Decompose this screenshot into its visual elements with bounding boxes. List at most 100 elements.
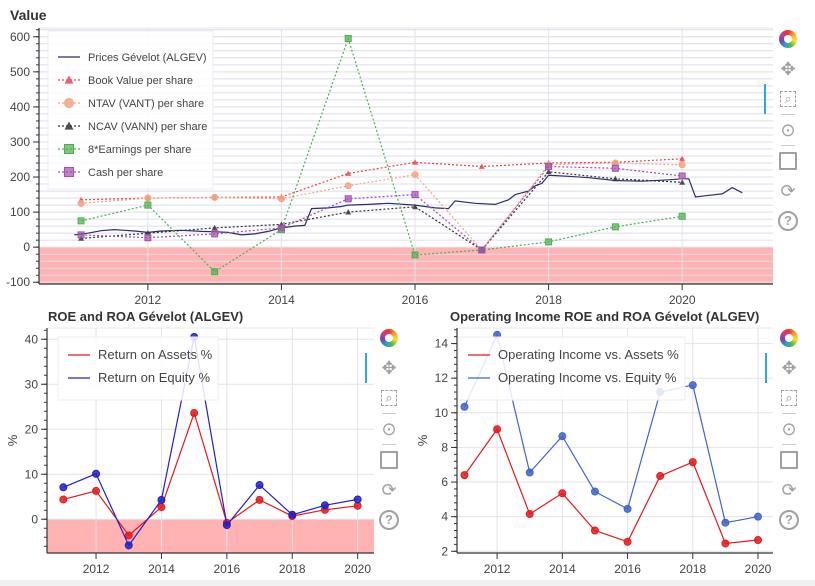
x-tick-label: 2020: [745, 562, 772, 576]
save-icon[interactable]: [777, 150, 799, 172]
data-point: [656, 471, 665, 480]
x-tick-label: 2016: [614, 562, 641, 576]
data-point: [157, 503, 166, 512]
data-point: [255, 495, 264, 504]
x-tick-label: 2018: [279, 562, 306, 576]
x-tick-label: 2014: [268, 293, 295, 307]
box-zoom-icon[interactable]: ⌕: [778, 387, 800, 409]
data-point: [412, 159, 419, 165]
toolbar-roe-roa-chart: ✥ ⌕ ⊙ ⟳?: [365, 327, 401, 539]
box-zoom-icon[interactable]: ⌕: [378, 387, 400, 409]
pan-icon[interactable]: ✥: [780, 59, 796, 79]
series-5: [77, 163, 686, 254]
chart-title: ROE and ROA Gévelot (ALGEV): [48, 309, 243, 324]
reset-icon[interactable]: ⟳: [780, 181, 796, 201]
legend-item-label: Operating Income vs. Assets %: [498, 347, 679, 362]
save-icon[interactable]: [378, 449, 400, 471]
y-tick-label: 400: [10, 100, 30, 114]
pan-icon[interactable]: ✥: [365, 353, 400, 383]
x-tick-label: 2014: [148, 562, 175, 576]
x-tick-label: 2018: [535, 293, 562, 307]
negative-region-band: [39, 247, 773, 284]
data-point: [345, 170, 352, 176]
data-point: [77, 199, 85, 207]
toolbar-separator: [382, 413, 396, 414]
y-tick-label: 10: [25, 467, 39, 481]
data-point: [92, 469, 101, 478]
y-tick-label: 100: [10, 205, 30, 219]
data-point: [288, 510, 297, 519]
legend: Operating Income vs. Assets % Operating I…: [457, 336, 686, 401]
data-point: [190, 409, 199, 418]
data-point: [753, 512, 762, 521]
toolbar-separator: [782, 413, 796, 414]
data-point: [222, 521, 231, 530]
data-point: [320, 501, 329, 510]
toolbar-value-chart: ✥ ⌕ ⊙ ⟳?: [764, 28, 800, 240]
y-tick-label: 40: [25, 332, 39, 346]
y-tick-label: 300: [10, 135, 30, 149]
legend-item-label: NCAV (VANN) per share: [88, 121, 207, 133]
data-point: [211, 230, 219, 238]
series-1: [59, 333, 362, 550]
bokeh-logo-icon: [378, 327, 400, 349]
help-icon[interactable]: ?: [778, 509, 800, 531]
data-point: [144, 194, 152, 202]
y-tick-label: 20: [25, 422, 39, 436]
save-icon[interactable]: [778, 449, 800, 471]
legend-item-label: Return on Equity %: [98, 370, 210, 385]
y-tick-label: 10: [435, 406, 449, 420]
reset-icon[interactable]: ⟳: [781, 480, 797, 500]
y-axis-label: %: [415, 434, 430, 446]
wheel-zoom-icon[interactable]: ⊙: [780, 120, 796, 140]
x-tick-label: 2018: [679, 562, 706, 576]
y-tick-label: 14: [435, 337, 449, 351]
data-point: [277, 195, 285, 203]
y-tick-label: 2: [441, 544, 448, 558]
data-point: [277, 224, 285, 232]
data-point: [478, 163, 485, 169]
wheel-zoom-icon[interactable]: ⊙: [781, 419, 797, 439]
series-line: [463, 333, 759, 524]
y-tick-label: 6: [441, 475, 448, 489]
data-point: [157, 495, 166, 504]
pan-icon[interactable]: ✥: [765, 353, 800, 383]
y-tick-label: 0: [31, 512, 38, 526]
reset-icon[interactable]: ⟳: [381, 480, 397, 500]
legend-item-label: Return on Assets %: [98, 347, 213, 362]
legend-box: [457, 336, 686, 401]
data-point: [558, 489, 567, 498]
wheel-zoom-icon[interactable]: ⊙: [381, 419, 397, 439]
x-tick-label: 2020: [344, 562, 371, 576]
data-point: [623, 504, 632, 513]
data-point: [211, 268, 219, 276]
data-point: [353, 495, 362, 504]
legend-swatch-marker: [64, 98, 74, 108]
series-line: [81, 171, 683, 251]
data-point: [144, 230, 151, 236]
data-point: [124, 541, 133, 550]
x-tick-label: 2020: [669, 293, 696, 307]
data-point: [525, 468, 534, 477]
data-point: [545, 163, 553, 171]
series-line: [81, 162, 683, 251]
negative-region-band: [47, 519, 374, 553]
help-icon[interactable]: ?: [777, 210, 799, 232]
data-point: [211, 193, 219, 201]
data-point: [59, 495, 68, 504]
legend-swatch-marker: [64, 121, 74, 130]
box-zoom-icon[interactable]: ⌕: [764, 84, 799, 114]
data-point: [478, 246, 486, 254]
x-tick-label: 2016: [213, 562, 240, 576]
y-tick-label: 500: [10, 65, 30, 79]
data-point: [545, 238, 553, 246]
series-line: [81, 165, 683, 251]
legend-item-label: NTAV (VANT) per share: [88, 98, 204, 110]
data-point: [411, 251, 419, 259]
y-tick-label: 30: [25, 377, 39, 391]
help-icon[interactable]: ?: [378, 509, 400, 531]
toolbar-separator: [382, 444, 396, 445]
chart-title: Operating Income ROE and ROA Gévelot (AL…: [450, 309, 759, 324]
series-line: [80, 36, 683, 273]
